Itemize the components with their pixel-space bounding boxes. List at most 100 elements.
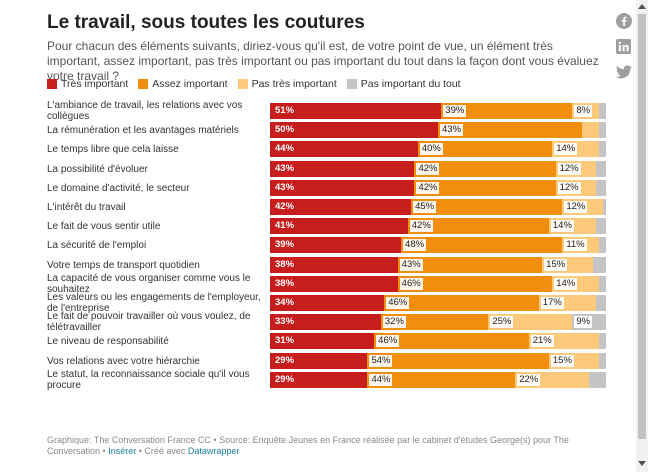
data-label: 38% [275, 259, 295, 270]
data-label: 12% [564, 201, 588, 213]
facebook-icon [615, 12, 632, 29]
row-label: Le fait de pouvoir travailler où vous vo… [47, 311, 251, 333]
legend-item-pas-important-du-tout: Pas important du tout [346, 78, 461, 90]
data-label: 51% [275, 105, 295, 116]
data-label: 46% [399, 278, 423, 290]
data-label: 42% [416, 163, 440, 175]
data-label: 34% [275, 297, 295, 308]
data-label: 14% [554, 143, 578, 155]
bar-row: 41% 42% 14% [270, 218, 607, 234]
bar-segment [407, 218, 550, 234]
bar-row: 43% 42% 12% [270, 161, 607, 177]
legend-swatch [47, 79, 57, 89]
row-label: Vos relations avec votre hiérarchie [47, 355, 200, 367]
bar-segment [270, 199, 412, 215]
bar-row: 29% 44% 22% [270, 372, 607, 388]
data-label: 11% [564, 239, 587, 251]
data-label: 38% [275, 278, 295, 289]
bar-segment [599, 333, 607, 349]
bar-segment [270, 237, 402, 253]
data-label: 43% [275, 163, 295, 174]
data-label: 25% [490, 316, 514, 328]
bar-segment [401, 237, 563, 253]
bar-segment [595, 180, 607, 196]
bar-segment [599, 141, 607, 157]
legend-label: Pas important du tout [360, 78, 461, 90]
bar-row: 43% 42% 12% [270, 180, 607, 196]
bar-segment [582, 122, 600, 138]
data-label: 21% [530, 335, 554, 347]
row-label: Le statut, la reconnaissance sociale qu'… [47, 369, 250, 391]
vertical-scrollbar[interactable] [636, 0, 648, 472]
legend-label: Très important [61, 78, 129, 90]
data-label: 42% [409, 220, 433, 232]
bar-row: 31% 46% 21% [270, 333, 607, 349]
bar-segment [270, 257, 399, 273]
bar-segment [270, 122, 439, 138]
chart-legend: Très important Assez important Pas très … [47, 78, 471, 90]
linkedin-icon [616, 39, 631, 54]
bar-segment [270, 276, 399, 292]
bar-segment [414, 161, 556, 177]
bar-segment [380, 314, 489, 330]
credit-prefix: • Créé avec [136, 446, 188, 456]
scroll-down-arrow-icon[interactable] [638, 461, 646, 466]
legend-item-tres-important: Très important [47, 78, 128, 90]
data-label: 45% [413, 201, 437, 213]
bar-segment [438, 122, 583, 138]
linkedin-share-button[interactable] [615, 38, 632, 55]
bar-row: 29% 54% 15% [270, 353, 607, 369]
bar-segment [270, 353, 368, 369]
bar-segment [599, 237, 607, 253]
data-label: 15% [550, 355, 574, 367]
data-label: 32% [382, 316, 406, 328]
scrollbar-thumb[interactable] [638, 14, 646, 439]
bar-segment [411, 199, 563, 215]
bar-segment [595, 161, 607, 177]
twitter-share-button[interactable] [615, 63, 632, 80]
row-label: La sécurité de l'emploi [47, 239, 147, 251]
data-label: 40% [419, 143, 443, 155]
data-label: 54% [369, 355, 393, 367]
bar-row: 51% 39% 8% [270, 103, 607, 119]
bar-row: 34% 46% 17% [270, 295, 607, 311]
bar-segment [397, 257, 543, 273]
legend-swatch [346, 79, 357, 89]
bar-segment [270, 333, 375, 349]
insert-link[interactable]: Insérer [108, 446, 137, 456]
row-label: Le domaine d'activité, le secteur [47, 182, 190, 194]
bar-segment [384, 295, 540, 311]
bar-segment [270, 372, 368, 388]
row-label: La capacité de vous organiser comme vous… [47, 273, 251, 295]
row-label: La rémunération et les avantages matérie… [47, 124, 239, 136]
row-label: La possibilité d'évoluer [47, 163, 148, 175]
data-label: 8% [574, 105, 593, 117]
legend-swatch [138, 79, 149, 89]
bar-segment [589, 372, 607, 388]
source-note: Graphique: The Conversation France CC • … [47, 435, 569, 456]
bar-segment [270, 180, 415, 196]
data-label: 42% [275, 201, 295, 212]
data-label: 15% [544, 259, 568, 271]
row-label: Votre temps de transport quotidien [47, 259, 200, 271]
datawrapper-link[interactable]: Datawrapper [187, 446, 240, 456]
data-label: 46% [386, 297, 410, 309]
bar-segment [441, 103, 573, 119]
data-label: 29% [275, 355, 295, 366]
bar-segment [270, 141, 419, 157]
bar-segment [397, 276, 553, 292]
bar-segment [374, 333, 530, 349]
row-label: Le temps libre que cela laisse [47, 143, 179, 155]
data-label: 29% [275, 374, 295, 385]
bar-row: 38% 43% 15% [270, 257, 607, 273]
data-label: 46% [376, 335, 400, 347]
chart-footer: Graphique: The Conversation France CC • … [47, 435, 617, 457]
data-label: 50% [275, 124, 295, 135]
scroll-up-arrow-icon[interactable] [638, 4, 646, 9]
bar-segment [599, 276, 607, 292]
data-label: 12% [557, 182, 581, 194]
facebook-share-button[interactable] [615, 12, 632, 29]
data-label: 43% [275, 182, 295, 193]
row-label: Les valeurs ou les engagements de l'empl… [47, 292, 261, 314]
legend-item-assez-important: Assez important [138, 78, 228, 90]
